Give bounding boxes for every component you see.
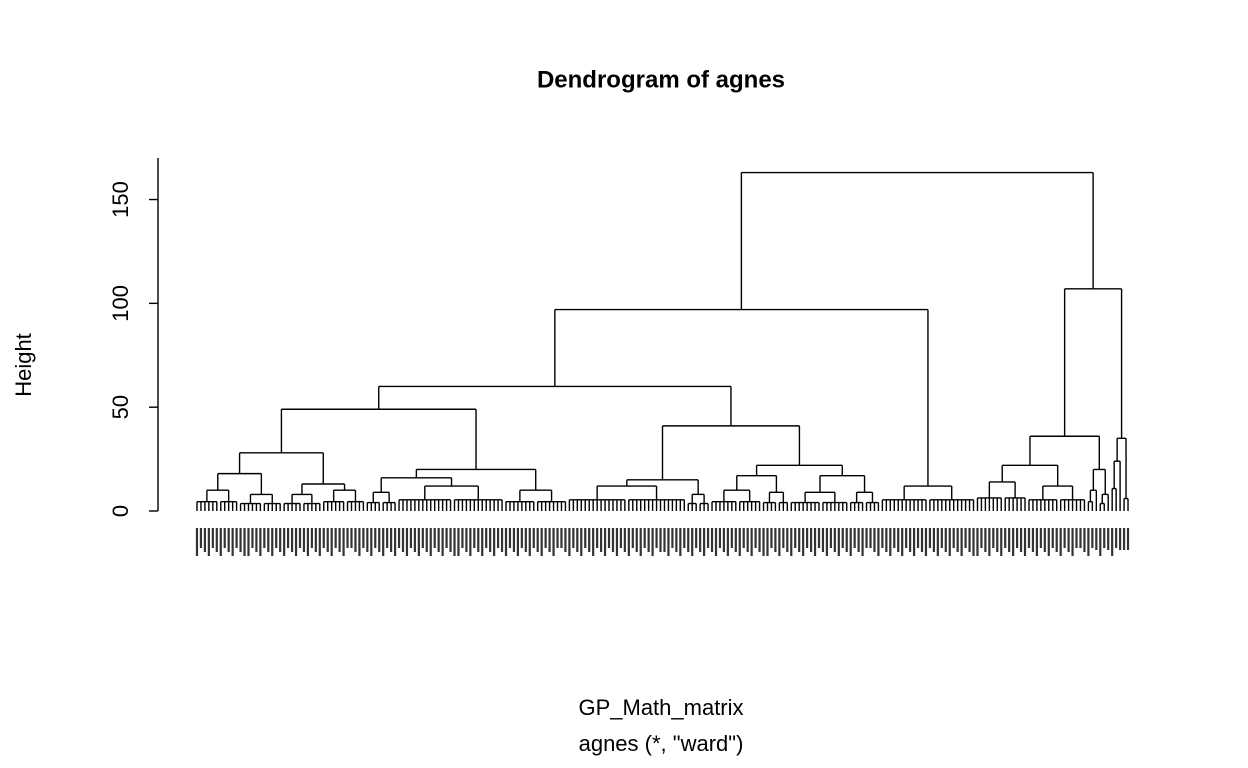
y-tick-label: 50 — [108, 395, 133, 419]
chart-title: Dendrogram of agnes — [537, 66, 785, 93]
y-axis-label: Height — [11, 333, 36, 397]
y-tick-label: 0 — [108, 505, 133, 517]
y-tick-label: 100 — [108, 285, 133, 322]
x-axis-label: GP_Math_matrix — [578, 695, 743, 720]
y-tick-label: 150 — [108, 181, 133, 218]
subtitle: agnes (*, "ward") — [579, 731, 744, 756]
